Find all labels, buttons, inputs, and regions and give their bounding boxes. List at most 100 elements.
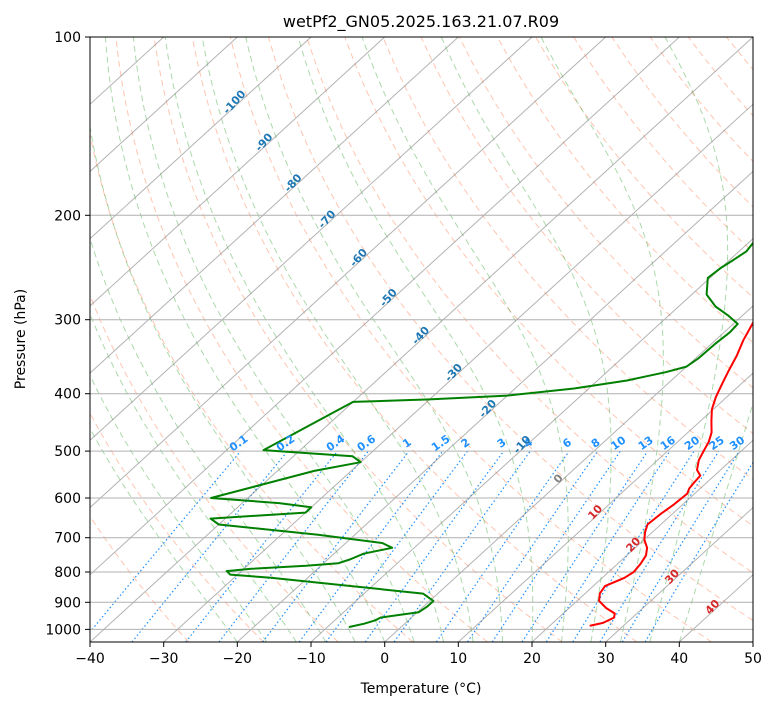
isotherm-label: 40 bbox=[703, 597, 723, 617]
isotherm-line bbox=[90, 37, 753, 642]
dry-adiabat-line bbox=[765, 37, 775, 642]
isotherm-label: -50 bbox=[377, 286, 400, 310]
isotherm-label: -30 bbox=[442, 361, 465, 385]
isotherm-line bbox=[384, 305, 753, 642]
y-tick-label: 900 bbox=[54, 595, 81, 611]
moist-adiabat-line bbox=[90, 374, 268, 642]
x-tick-label: −20 bbox=[223, 651, 253, 667]
dry-adiabat-line bbox=[382, 37, 753, 481]
isotherm-line bbox=[752, 641, 753, 642]
chart-title: wetPf2_GN05.2025.163.21.07.R09 bbox=[283, 12, 559, 32]
isotherm-label: -40 bbox=[409, 324, 432, 348]
moist-adiabat-line bbox=[201, 37, 474, 642]
dry-adiabat-line bbox=[115, 37, 488, 642]
moist-adiabat-line bbox=[164, 37, 445, 642]
mixing-ratio-lines bbox=[90, 450, 753, 642]
moist-adiabat-line bbox=[540, 37, 664, 642]
mixing-ratio-line bbox=[262, 450, 410, 642]
x-tick-label: −30 bbox=[149, 651, 179, 667]
mixing-ratio-line bbox=[599, 450, 720, 642]
isotherm-label: 0 bbox=[551, 471, 566, 486]
isotherm-label: -70 bbox=[316, 207, 339, 231]
isotherm-line bbox=[90, 37, 386, 307]
dewpoint-profile-line bbox=[209, 241, 753, 628]
dry-adiabat-line bbox=[687, 37, 753, 117]
mixing-ratio-line bbox=[621, 450, 740, 642]
x-tick-label: 40 bbox=[670, 651, 688, 667]
dry-adiabat-line bbox=[90, 515, 190, 642]
mixing-ratio-line bbox=[466, 450, 599, 642]
isotherm-line bbox=[457, 372, 753, 642]
moist-adiabat-line bbox=[90, 236, 327, 642]
mixing-ratio-line bbox=[572, 450, 695, 642]
mixing-ratio-label: 16 bbox=[658, 433, 678, 453]
dry-adiabat-line bbox=[649, 37, 753, 163]
y-axis: 100 200 300 400 500 600 700 800 900 1000 bbox=[45, 30, 90, 638]
mixing-ratio-label: 13 bbox=[636, 434, 656, 453]
isotherm-line bbox=[90, 37, 533, 442]
y-axis-title: Pressure (hPa) bbox=[13, 289, 29, 389]
moist-adiabat-line bbox=[104, 37, 386, 642]
isotherm-line bbox=[605, 506, 753, 642]
isotherm-label: -80 bbox=[282, 171, 305, 195]
y-tick-label: 1000 bbox=[45, 622, 81, 638]
moist-adiabat-line bbox=[678, 401, 753, 642]
dry-adiabat-line bbox=[90, 131, 414, 642]
mixing-ratio-line bbox=[491, 450, 621, 642]
moist-adiabat-line bbox=[245, 37, 503, 642]
y-tick-label: 800 bbox=[54, 565, 81, 581]
x-tick-label: 10 bbox=[449, 651, 467, 667]
dry-adiabat-line bbox=[611, 37, 753, 208]
mixing-ratio-line bbox=[298, 450, 444, 642]
mixing-ratio-line bbox=[435, 450, 570, 642]
isotherm-line bbox=[236, 170, 753, 642]
mixing-ratio-line bbox=[545, 450, 671, 642]
mixing-ratio-line bbox=[218, 450, 369, 642]
x-tick-label: −10 bbox=[296, 651, 326, 667]
dry-adiabat-line bbox=[268, 37, 753, 622]
y-tick-label: 700 bbox=[54, 531, 81, 547]
x-tick-label: 0 bbox=[380, 651, 389, 667]
y-tick-label: 500 bbox=[54, 444, 81, 460]
mixing-ratio-label: 1 bbox=[400, 436, 414, 451]
series-lines bbox=[209, 241, 753, 628]
mixing-ratio-line bbox=[325, 450, 468, 642]
plot-frame bbox=[89, 36, 754, 643]
y-tick-label: 600 bbox=[54, 491, 81, 507]
plot-area bbox=[90, 37, 775, 642]
x-axis: −40 −30 −20 −10 0 10 20 30 40 50 bbox=[75, 642, 762, 667]
x-tick-label: 30 bbox=[597, 651, 615, 667]
dry-adiabat-line bbox=[306, 37, 753, 574]
mixing-ratio-label: 30 bbox=[727, 433, 747, 453]
moist-adiabat-line bbox=[90, 427, 238, 642]
mixing-ratio-line bbox=[185, 450, 339, 642]
moist-adiabat-line bbox=[90, 312, 297, 642]
isotherm-line bbox=[90, 37, 459, 374]
mixing-ratio-label: 2 bbox=[459, 436, 473, 451]
dry-adiabat-line bbox=[153, 37, 563, 642]
moist-adiabat-line bbox=[90, 124, 356, 642]
isotherm-label: 10 bbox=[585, 502, 605, 522]
x-tick-label: 50 bbox=[744, 651, 762, 667]
moist-adiabat-line bbox=[440, 37, 612, 642]
y-tick-label: 200 bbox=[54, 208, 81, 224]
x-tick-label: 20 bbox=[523, 651, 541, 667]
isotherm-line bbox=[90, 37, 238, 173]
isotherm-line bbox=[90, 37, 312, 240]
dry-adiabat-line bbox=[496, 37, 753, 344]
mixing-ratio-line bbox=[90, 450, 242, 633]
isotherm-line bbox=[90, 37, 680, 576]
mixing-ratio-line bbox=[131, 450, 289, 642]
isotherm-line bbox=[90, 37, 607, 509]
dry-adiabat-line bbox=[90, 412, 264, 642]
mixing-ratio-line bbox=[364, 450, 505, 642]
isotherm-label: -10 bbox=[511, 433, 534, 457]
y-tick-label: 400 bbox=[54, 387, 81, 403]
isotherms bbox=[90, 37, 753, 642]
isotherm-line bbox=[531, 439, 753, 642]
dry-adiabat-line bbox=[726, 37, 753, 71]
isotherm-label: -90 bbox=[253, 130, 276, 154]
moist-adiabat-line bbox=[361, 37, 569, 642]
isotherm-label: -100 bbox=[220, 87, 248, 116]
